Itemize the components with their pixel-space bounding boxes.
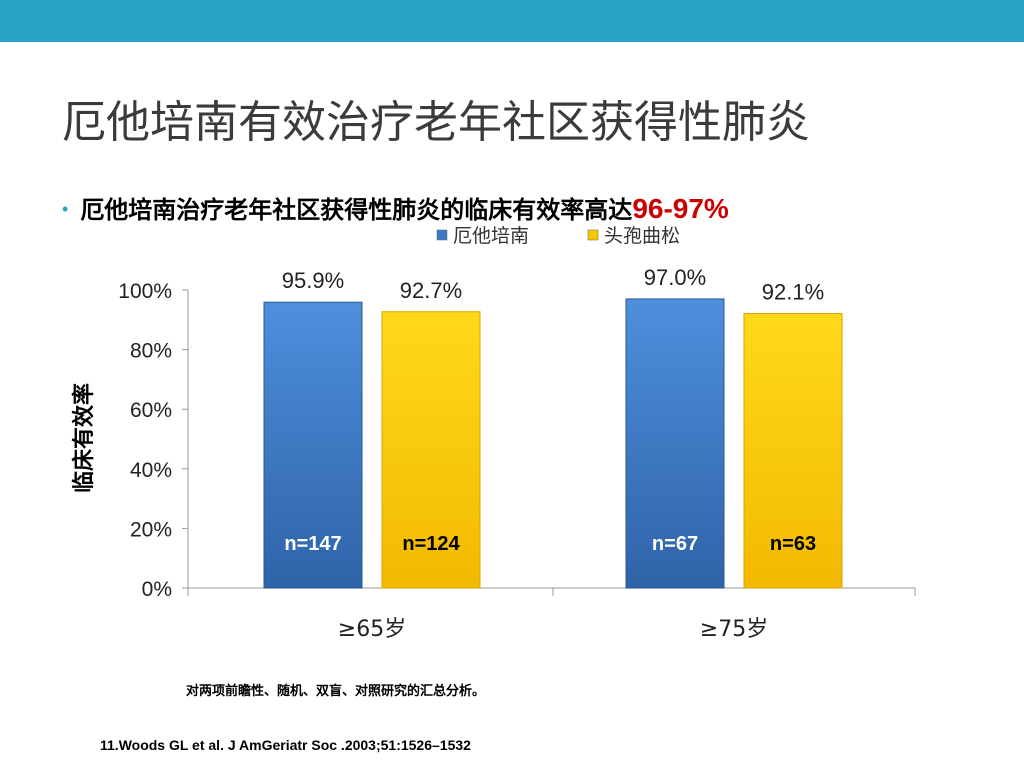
slide-title: 厄他培南有效治疗老年社区获得性肺炎 — [62, 97, 810, 148]
footnote: 对两项前瞻性、随机、双盲、对照研究的汇总分析。 — [186, 683, 486, 698]
x-category-label: ≥65岁 — [338, 617, 406, 642]
bar-n-label: n=124 — [402, 533, 460, 555]
y-axis-title: 临床有效率 — [71, 383, 97, 493]
bullet-point: • 厄他培南治疗老年社区获得性肺炎的临床有效率高达96-97% — [62, 190, 729, 225]
legend-label-1: 厄他培南 — [453, 225, 529, 247]
legend-swatch-2 — [587, 229, 599, 241]
bullet-dot-icon: • — [62, 199, 69, 219]
bar-n-label: n=63 — [770, 533, 816, 555]
legend-swatch-1 — [436, 229, 448, 241]
bar-2-1 — [381, 311, 481, 589]
top-accent-bar — [0, 0, 1024, 42]
y-tick-label: 40% — [130, 459, 172, 482]
bullet-text: 厄他培南治疗老年社区获得性肺炎的临床有效率高达 — [80, 197, 633, 224]
x-category-label: ≥75岁 — [700, 617, 768, 642]
bar-value-label: 92.1% — [762, 280, 824, 305]
bar-value-label: 95.9% — [282, 268, 344, 293]
y-tick-label: 60% — [130, 399, 172, 422]
bar-n-label: n=67 — [652, 533, 698, 555]
y-tick-label: 80% — [130, 340, 172, 363]
bar-value-label: 92.7% — [400, 278, 462, 303]
bar-n-label: n=147 — [284, 533, 341, 555]
reference: 11.Woods GL et al. J AmGeriatr Soc .2003… — [100, 737, 471, 753]
bullet-highlight: 96-97% — [632, 193, 729, 224]
legend-label-2: 头孢曲松 — [604, 225, 680, 247]
bar-1-1 — [263, 301, 363, 589]
y-tick-label: 0% — [142, 578, 172, 601]
bar-1-2 — [625, 298, 725, 589]
y-tick-label: 20% — [130, 518, 172, 541]
bar-value-label: 97.0% — [644, 265, 706, 290]
y-tick-label: 100% — [118, 280, 172, 303]
bar-chart: 厄他培南 头孢曲松 0% 20% 40% 60% 80% 100% 95.9% n=147 92.7… — [71, 225, 916, 642]
bar-2-2 — [743, 313, 843, 589]
